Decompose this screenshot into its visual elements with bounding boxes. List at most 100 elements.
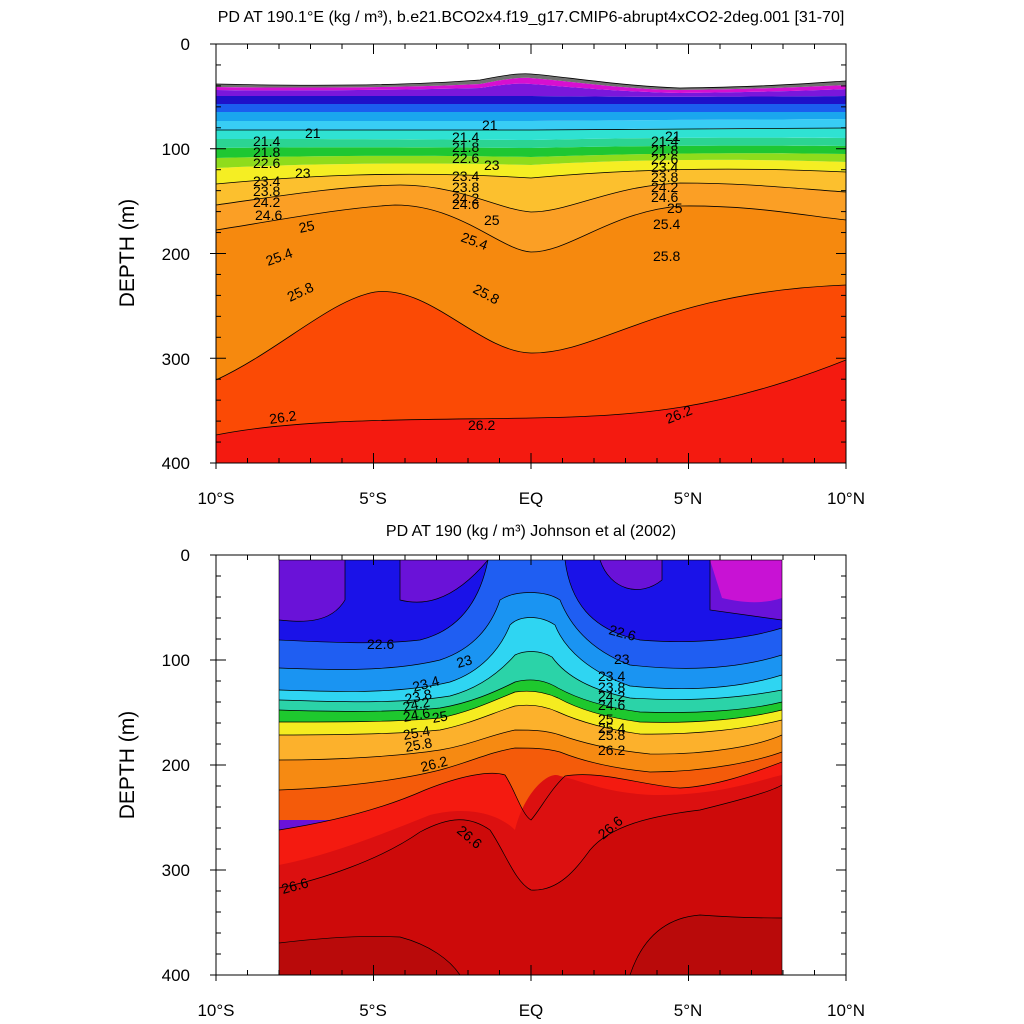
contour-label: 23.8 bbox=[598, 679, 625, 695]
contour-label: 22.6 bbox=[452, 150, 479, 166]
panel-obs-title: PD AT 190 (kg / m³) Johnson et al (2002) bbox=[386, 523, 676, 540]
x-tick-label: 5°S bbox=[359, 1001, 387, 1020]
contour-label: 21 bbox=[665, 128, 681, 144]
contour-label: 23.8 bbox=[253, 183, 280, 199]
contour-label: 24.2 bbox=[651, 179, 678, 195]
band-21.8-22.2 bbox=[216, 112, 846, 121]
panel-model-y-axis-label: DEPTH (m) bbox=[116, 199, 139, 308]
panel-obs-contours bbox=[279, 560, 782, 975]
contour-label: 25.4 bbox=[598, 720, 625, 736]
contour-label: 26.2 bbox=[419, 753, 450, 775]
contour-label: 22.6 bbox=[253, 155, 280, 171]
panel-model-contour-lines bbox=[216, 73, 846, 436]
x-tick-label: 10°S bbox=[197, 489, 234, 508]
band-22.6-23.0 bbox=[216, 128, 846, 140]
contour-label: 23 bbox=[614, 651, 630, 667]
band-darkred bbox=[279, 785, 782, 975]
band-21.0-21.4 bbox=[216, 96, 846, 104]
contour-label: 25 bbox=[598, 711, 614, 727]
contour-label: 22.6 bbox=[651, 151, 678, 167]
contour-label: 26.2 bbox=[268, 407, 297, 427]
contour-label: 23 bbox=[484, 157, 500, 173]
contour-label: 21 bbox=[305, 125, 321, 141]
band-20.6-21.0 bbox=[216, 83, 846, 97]
contour-label: 24.6 bbox=[255, 207, 282, 223]
x-tick-label: 10°N bbox=[827, 489, 865, 508]
panel-model: PD AT 190.1°E (kg / m³), b.e21.BCO2x4.f1… bbox=[116, 9, 865, 508]
contour-label: 25.4 bbox=[402, 722, 432, 743]
contour-label: 24.6 bbox=[651, 189, 678, 205]
contour-label: 23.8 bbox=[651, 169, 678, 185]
y-tick-label: 300 bbox=[162, 350, 190, 369]
y-tick-label: 300 bbox=[162, 861, 190, 880]
contour-label: 25 bbox=[297, 217, 316, 236]
contour-label: 25 bbox=[484, 212, 500, 228]
band-21.4-21.8 bbox=[216, 104, 846, 112]
contour-label: 21.4 bbox=[253, 133, 280, 149]
band-23.8-24.2 bbox=[216, 153, 846, 168]
panel-obs-y-axis-label: DEPTH (m) bbox=[116, 711, 139, 820]
contour-label: 23.4 bbox=[452, 168, 479, 184]
x-tick-label: 5°N bbox=[674, 1001, 703, 1020]
panel-obs-x-tick-labels: 10°S 5°S EQ 5°N 10°N bbox=[197, 1001, 865, 1020]
band-24.2-24.6 bbox=[216, 159, 846, 184]
y-tick-label: 100 bbox=[162, 140, 190, 159]
contour-label: 24.6 bbox=[402, 704, 432, 725]
contour-label: 23 bbox=[295, 165, 311, 181]
contour-label: 24.2 bbox=[452, 190, 479, 206]
contour-label: 21.8 bbox=[651, 142, 678, 158]
panel-model-contours bbox=[216, 73, 846, 463]
panel-obs-ticks bbox=[210, 554, 847, 981]
panel-model-ticks bbox=[210, 43, 847, 469]
contour-label: 22.6 bbox=[607, 621, 638, 644]
contour-label: 22.6 bbox=[367, 636, 394, 652]
band-25.4-25.8 bbox=[216, 205, 846, 380]
band-magenta bbox=[710, 560, 782, 603]
band-25.0-25.4 bbox=[216, 183, 846, 252]
x-tick-label: 5°N bbox=[674, 489, 703, 508]
panel-model-x-tick-labels: 10°S 5°S EQ 5°N 10°N bbox=[197, 489, 865, 508]
band-surface bbox=[216, 73, 846, 90]
contour-label: 25 bbox=[431, 707, 449, 725]
contour-label: 23.4 bbox=[253, 173, 280, 189]
y-tick-label: 0 bbox=[181, 546, 190, 565]
x-tick-label: 10°S bbox=[197, 1001, 234, 1020]
contour-label: 24.2 bbox=[253, 194, 280, 210]
band-22.2-22.6 bbox=[216, 119, 846, 130]
y-tick-label: 200 bbox=[162, 756, 190, 775]
contour-label: 21 bbox=[482, 117, 498, 133]
panel-obs: PD AT 190 (kg / m³) Johnson et al (2002) bbox=[116, 523, 865, 1020]
band-26.2-plus bbox=[216, 360, 846, 463]
y-tick-label: 400 bbox=[162, 454, 190, 473]
panel-obs-contour-lines bbox=[279, 560, 782, 975]
x-tick-label: 5°S bbox=[359, 489, 387, 508]
band-23.4-23.8 bbox=[216, 145, 846, 158]
contour-label: 24.2 bbox=[598, 688, 625, 704]
contour-label: 25.8 bbox=[653, 248, 680, 264]
contour-label: 21.8 bbox=[452, 139, 479, 155]
contour-label: 26.2 bbox=[468, 417, 495, 433]
contour-label: 21.4 bbox=[651, 133, 678, 149]
panel-model-y-tick-labels: 0 100 200 300 400 bbox=[162, 35, 190, 473]
contour-label: 23.4 bbox=[411, 672, 442, 695]
band-25.8-26.2 bbox=[216, 285, 846, 435]
y-tick-label: 0 bbox=[181, 35, 190, 54]
contour-label: 26.6 bbox=[280, 874, 311, 897]
contour-label: 21.8 bbox=[253, 144, 280, 160]
contour-label: 23 bbox=[455, 651, 474, 671]
panel-model-title: PD AT 190.1°E (kg / m³), b.e21.BCO2x4.f1… bbox=[218, 9, 845, 26]
band-darkred-2 bbox=[279, 915, 782, 975]
y-tick-label: 200 bbox=[162, 245, 190, 264]
x-tick-label: EQ bbox=[519, 489, 544, 508]
contour-label: 25 bbox=[667, 200, 683, 216]
contour-label: 23.8 bbox=[452, 179, 479, 195]
contour-label: 21.4 bbox=[452, 129, 479, 145]
contour-label: 25.8 bbox=[598, 727, 625, 743]
contour-label: 23.4 bbox=[651, 159, 678, 175]
panel-obs-y-tick-labels: 0 100 200 300 400 bbox=[162, 546, 190, 985]
contour-label: 23.8 bbox=[403, 686, 433, 707]
y-tick-label: 100 bbox=[162, 651, 190, 670]
y-tick-label: 400 bbox=[162, 966, 190, 985]
contour-label: 25.4 bbox=[653, 216, 680, 232]
